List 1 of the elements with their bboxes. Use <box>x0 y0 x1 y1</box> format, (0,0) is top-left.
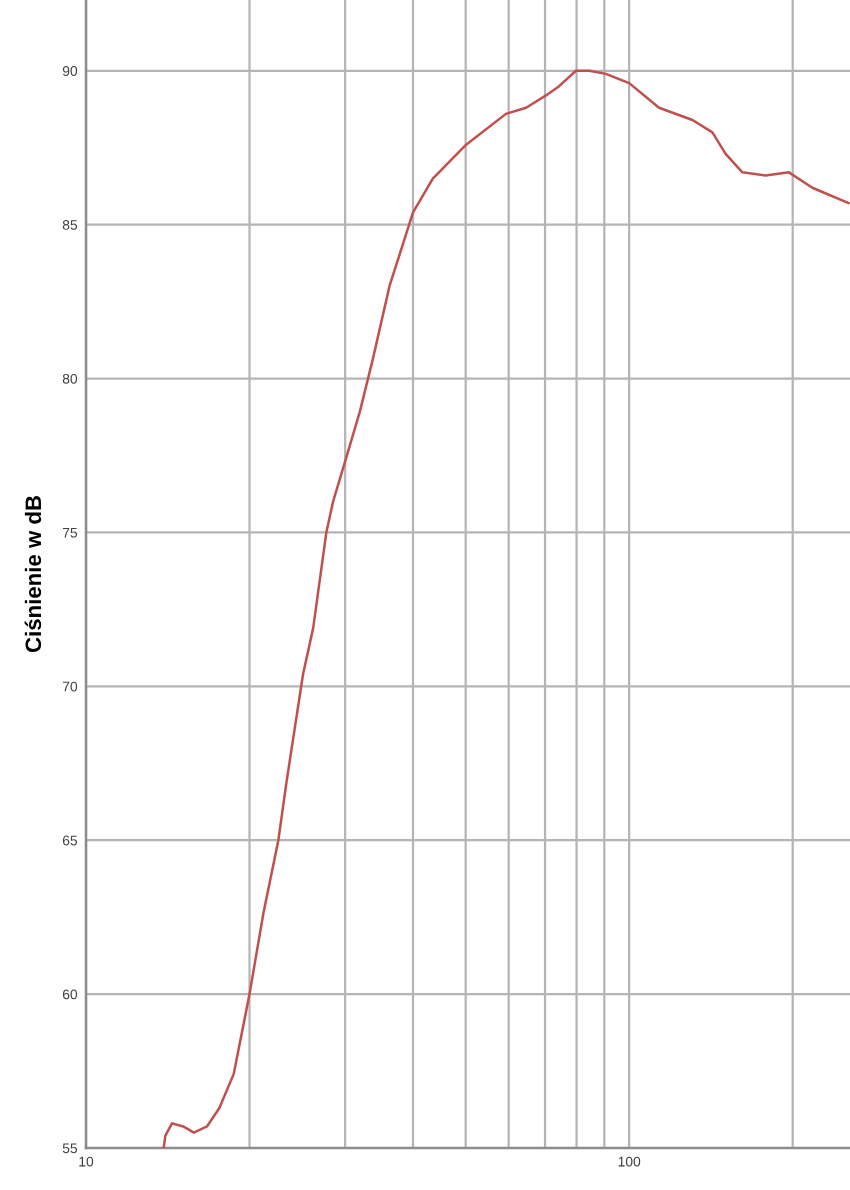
y-axis-title: Ciśnienie w dB <box>24 495 42 653</box>
